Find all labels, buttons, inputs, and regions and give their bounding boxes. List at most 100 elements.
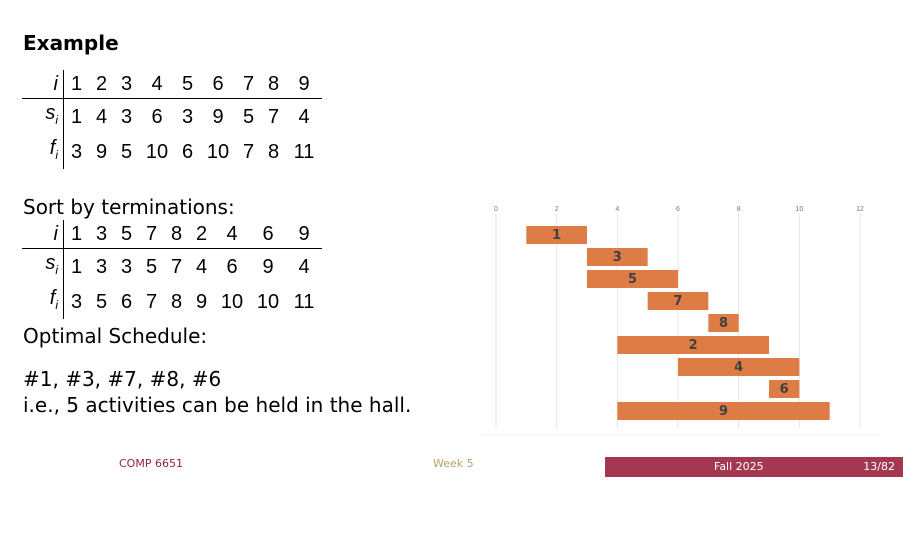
table-cell: 7 <box>139 220 164 249</box>
gantt-bar <box>769 380 800 398</box>
table-cell: 7 <box>267 105 280 128</box>
table-cell: 9 <box>212 105 224 128</box>
gantt-bar <box>617 336 769 354</box>
optimal-schedule-heading: Optimal Schedule: <box>23 324 208 348</box>
table-cell: 3 <box>120 255 133 278</box>
table-cell: 3 <box>181 105 194 128</box>
table-cell: 7 <box>242 140 255 163</box>
table-cell: 1 <box>70 105 83 128</box>
gantt-bar-label: 3 <box>613 250 622 265</box>
table-cell: 3 <box>70 290 83 313</box>
table-cell: 6 <box>181 140 194 163</box>
table-cell: 7 <box>145 290 158 313</box>
table-cell: 4 <box>298 105 310 128</box>
sorted-activity-table: i 1 3 5 7 8 2 4 6 9 si 1 3 3 5 7 4 6 9 4 fi 3 5 6 7 8 9 10 10 11 <box>22 220 322 319</box>
table-cell: 6 <box>151 105 163 128</box>
table-cell: 3 <box>89 220 114 249</box>
table-cell: 1 <box>63 70 89 99</box>
table-cell: 4 <box>298 255 310 278</box>
table-cell: 5 <box>242 105 255 128</box>
table-cell: 1 <box>63 220 89 249</box>
table-cell: 6 <box>226 255 238 278</box>
table-cell: 6 <box>250 220 286 249</box>
sort-heading: Sort by terminations: <box>23 195 235 219</box>
table-cell: 10 <box>145 140 169 163</box>
table-cell: 9 <box>95 140 108 163</box>
table-cell: 9 <box>286 220 322 249</box>
gantt-bar <box>678 358 800 376</box>
table-row: si 1 3 3 5 7 4 6 9 4 <box>22 248 322 284</box>
row-label: i <box>22 70 64 99</box>
answer-text: #1, #3, #7, #8, #6 i.e., 5 activities ca… <box>23 366 411 418</box>
table-cell: 3 <box>114 70 139 99</box>
table-cell: 10 <box>256 290 280 313</box>
table-cell: 8 <box>170 290 183 313</box>
table-cell: 10 <box>220 290 244 313</box>
x-tick-label: 0 <box>494 206 498 213</box>
gantt-bar <box>617 402 830 420</box>
footer-week: Week 5 <box>433 457 474 470</box>
table-row: fi 3 9 5 10 6 10 7 8 11 <box>22 134 322 169</box>
table-cell: 9 <box>286 70 322 99</box>
activity-table: i 1 2 3 4 5 6 7 8 9 si 1 4 3 6 3 9 5 7 4 fi 3 9 5 10 6 10 7 8 11 <box>22 70 322 169</box>
footer-page-number: 13/82 <box>863 460 895 473</box>
gantt-bar-label: 1 <box>552 228 561 243</box>
slide-title: Example <box>23 31 119 55</box>
table-cell: 5 <box>114 220 139 249</box>
gantt-bar <box>587 270 678 288</box>
answer-line-2: i.e., 5 activities can be held in the ha… <box>23 393 412 417</box>
table-cell: 8 <box>261 70 286 99</box>
gantt-bar <box>647 292 709 310</box>
gantt-bar <box>526 226 587 244</box>
table-cell: 5 <box>175 70 200 99</box>
gantt-bar-label: 2 <box>689 338 698 353</box>
table-cell: 3 <box>95 255 108 278</box>
row-label: fi <box>22 284 64 319</box>
gantt-bar-label: 8 <box>719 316 728 331</box>
table-cell: 9 <box>195 290 208 313</box>
row-label: si <box>22 248 64 284</box>
answer-line-1: #1, #3, #7, #8, #6 <box>23 367 222 391</box>
table-cell: 5 <box>120 140 133 163</box>
gantt-bar-label: 7 <box>673 294 682 309</box>
gantt-bar <box>708 314 739 332</box>
footer-course: COMP 6651 <box>119 457 183 470</box>
table-cell: 5 <box>145 255 158 278</box>
table-cell: 4 <box>95 105 108 128</box>
footer-term: Fall 2025 <box>714 460 764 473</box>
gantt-bar-label: 4 <box>734 360 743 375</box>
x-tick-label: 2 <box>555 206 559 213</box>
table-cell: 4 <box>214 220 250 249</box>
table-cell: 8 <box>267 140 280 163</box>
table-cell: 1 <box>70 255 83 278</box>
x-tick-label: 8 <box>737 206 741 213</box>
table-cell: 6 <box>200 70 236 99</box>
table-cell: 3 <box>120 105 133 128</box>
table-cell: 11 <box>293 140 315 163</box>
table-cell: 10 <box>206 140 230 163</box>
x-tick-label: 10 <box>795 206 803 213</box>
gantt-bar-label: 9 <box>719 404 728 419</box>
table-row: fi 3 5 6 7 8 9 10 10 11 <box>22 284 322 319</box>
footer-bar: Fall 2025 13/82 <box>605 457 903 477</box>
table-cell: 7 <box>170 255 183 278</box>
row-label: fi <box>22 134 64 169</box>
table-cell: 4 <box>195 255 208 278</box>
x-tick-label: 4 <box>615 206 619 213</box>
gantt-bar-label: 6 <box>780 382 789 397</box>
table-cell: 2 <box>89 70 114 99</box>
table-cell: 11 <box>293 290 315 313</box>
table-cell: 7 <box>236 70 261 99</box>
gantt-bar <box>587 248 648 266</box>
row-label: i <box>22 220 64 249</box>
row-label: si <box>22 98 64 134</box>
x-tick-label: 12 <box>856 206 864 213</box>
table-cell: 9 <box>262 255 274 278</box>
table-cell: 2 <box>189 220 214 249</box>
table-cell: 5 <box>95 290 108 313</box>
x-tick-label: 6 <box>676 206 680 213</box>
table-cell: 8 <box>164 220 189 249</box>
table-cell: 3 <box>70 140 83 163</box>
table-cell: 6 <box>120 290 133 313</box>
